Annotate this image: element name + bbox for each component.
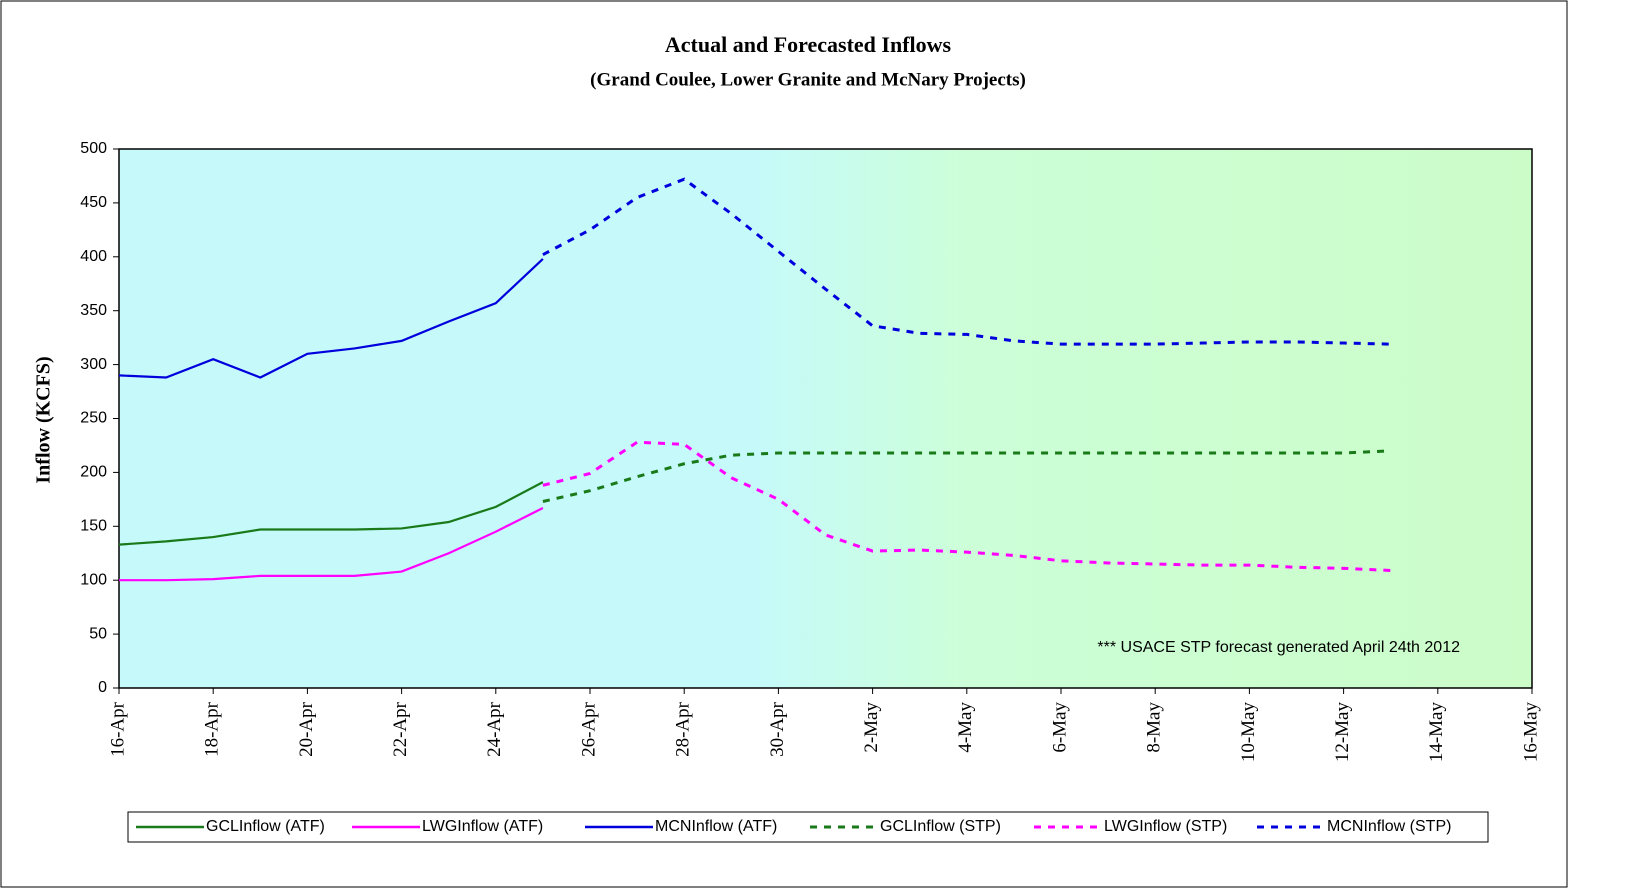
x-tick-label: 6-May: [1049, 702, 1070, 753]
x-tick-label: 20-Apr: [296, 701, 317, 757]
x-tick-label: 22-Apr: [390, 701, 411, 757]
x-tick-label: 12-May: [1332, 702, 1353, 763]
y-tick-label: 200: [80, 464, 107, 481]
y-tick-label: 300: [80, 356, 107, 373]
x-tick-label: 2-May: [861, 702, 882, 753]
x-tick-label: 26-Apr: [578, 701, 599, 757]
series-line: [542, 440, 1391, 572]
x-tick-label: 16-May: [1520, 702, 1541, 763]
y-tick-label: 0: [98, 679, 107, 696]
series-line: [542, 177, 1391, 346]
chart-title: Actual and Forecasted Inflows: [665, 32, 952, 57]
x-tick-label: 8-May: [1144, 702, 1165, 753]
y-tick-label: 150: [80, 518, 107, 535]
legend-label: MCNInflow (ATF): [655, 818, 777, 835]
y-tick-label: 100: [80, 571, 107, 588]
x-tick-label: 14-May: [1426, 702, 1447, 763]
x-tick-label: 4-May: [955, 702, 976, 753]
legend-label: LWGInflow (STP): [1104, 818, 1227, 835]
legend-label: GCLInflow (STP): [880, 818, 1001, 835]
legend-label: LWGInflow (ATF): [422, 818, 543, 835]
annotation: *** USACE STP forecast generated April 2…: [1097, 639, 1460, 656]
series-line: [118, 481, 544, 546]
y-tick-label: 400: [80, 248, 107, 265]
plot-area: [118, 148, 1533, 689]
legend-label: GCLInflow (ATF): [206, 818, 325, 835]
x-tick-label: 18-Apr: [202, 701, 223, 757]
series-line: [542, 449, 1391, 503]
y-tick-label: 250: [80, 410, 107, 427]
y-tick-label: 450: [80, 194, 107, 211]
legend: [127, 811, 1489, 843]
x-tick-label: 10-May: [1238, 702, 1259, 763]
x-tick-label: 30-Apr: [767, 701, 788, 757]
x-tick-label: 16-Apr: [107, 701, 128, 757]
y-tick-label: 500: [80, 140, 107, 157]
chart-subtitle: (Grand Coulee, Lower Granite and McNary …: [590, 69, 1026, 90]
y-axis-label: Inflow (KCFS): [33, 356, 55, 483]
series-line: [119, 506, 544, 582]
legend-label: MCNInflow (STP): [1327, 818, 1451, 835]
y-tick-label: 350: [80, 302, 107, 319]
y-tick-label: 50: [89, 625, 107, 642]
series-line: [118, 258, 544, 379]
x-tick-label: 28-Apr: [673, 701, 694, 757]
x-tick-label: 24-Apr: [484, 701, 505, 757]
